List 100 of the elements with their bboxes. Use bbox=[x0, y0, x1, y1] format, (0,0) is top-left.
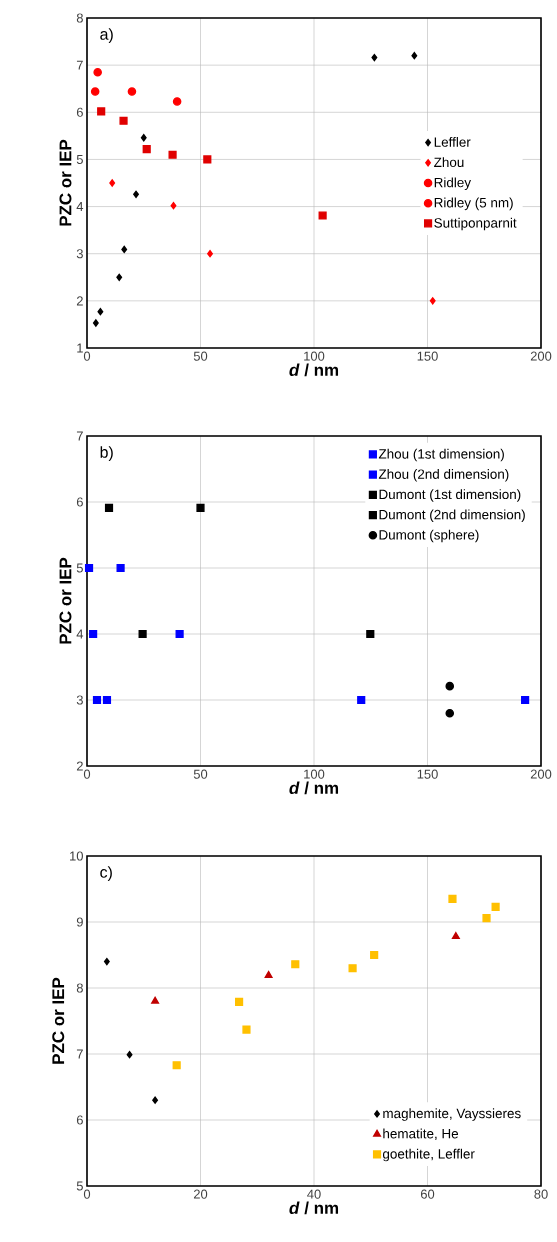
point bbox=[371, 53, 378, 62]
x-tick-label: 100 bbox=[304, 769, 325, 779]
point bbox=[170, 201, 177, 210]
point bbox=[370, 950, 379, 960]
legend-label: Zhou (1st dimension) bbox=[378, 448, 504, 462]
x-axis-title: d / nm bbox=[289, 363, 339, 377]
legend-label: Ridley bbox=[434, 177, 471, 190]
y-tick-label: 4 bbox=[76, 202, 84, 212]
x-tick-label: 150 bbox=[417, 769, 438, 779]
y-tick-label: 6 bbox=[76, 107, 83, 117]
legend-label: hematite, He bbox=[383, 1128, 459, 1141]
point bbox=[116, 273, 123, 281]
x-tick-label: 200 bbox=[530, 769, 552, 779]
point bbox=[90, 87, 100, 96]
point bbox=[242, 1025, 251, 1034]
x-tick-label: 0 bbox=[83, 351, 91, 361]
legend-label: Dumont (1st dimension) bbox=[379, 489, 521, 502]
point bbox=[102, 695, 112, 705]
y-axis-title: PZC or IEP bbox=[59, 557, 72, 644]
x-axis-title: d / nm bbox=[289, 1201, 339, 1215]
legend-label: Leffler bbox=[434, 136, 471, 147]
point bbox=[127, 87, 137, 96]
legend-label: Zhou bbox=[434, 157, 464, 168]
point bbox=[152, 1096, 159, 1104]
point bbox=[196, 503, 205, 513]
point bbox=[109, 179, 116, 187]
x-tick-label: 0 bbox=[83, 1189, 91, 1199]
point bbox=[89, 629, 98, 639]
point bbox=[235, 997, 244, 1006]
point bbox=[142, 144, 151, 154]
point bbox=[92, 319, 99, 327]
y-tick-label: 8 bbox=[76, 13, 83, 23]
x-tick-label: 80 bbox=[534, 1189, 548, 1199]
y-tick-label: 7 bbox=[76, 431, 83, 441]
x-tick-label: 50 bbox=[193, 351, 208, 361]
y-tick-label: 1 bbox=[77, 343, 83, 353]
x-tick-label: 0 bbox=[83, 769, 91, 779]
point bbox=[291, 960, 300, 969]
point bbox=[451, 932, 460, 940]
point bbox=[366, 629, 375, 639]
point bbox=[264, 970, 273, 979]
y-axis-title: PZC or IEP bbox=[52, 977, 65, 1064]
point bbox=[318, 211, 327, 220]
x-tick-label: 200 bbox=[530, 351, 552, 361]
point bbox=[92, 695, 102, 705]
point bbox=[121, 245, 128, 254]
point bbox=[172, 1061, 181, 1070]
point bbox=[104, 503, 114, 513]
y-tick-label: 2 bbox=[76, 761, 83, 771]
point bbox=[97, 107, 106, 116]
y-tick-label: 5 bbox=[76, 563, 83, 573]
legend-label: Ridley (5 nm) bbox=[434, 197, 513, 211]
legend-label: goethite, Leffler bbox=[382, 1148, 475, 1162]
x-tick-label: 20 bbox=[193, 1189, 208, 1199]
point bbox=[429, 297, 436, 305]
y-tick-label: 3 bbox=[76, 249, 83, 259]
legend-label: Dumont (2nd dimension) bbox=[379, 509, 525, 522]
point bbox=[203, 155, 212, 164]
point bbox=[172, 97, 182, 106]
point bbox=[168, 150, 177, 159]
point bbox=[491, 902, 500, 911]
legend-label: Dumont (sphere) bbox=[379, 529, 479, 543]
point bbox=[521, 695, 530, 705]
x-tick-label: 60 bbox=[420, 1189, 435, 1199]
y-tick-label: 5 bbox=[76, 1181, 83, 1191]
point bbox=[138, 629, 147, 639]
point bbox=[175, 629, 184, 639]
x-tick-label: 50 bbox=[193, 769, 208, 779]
point bbox=[116, 563, 125, 573]
point bbox=[126, 1050, 133, 1059]
point bbox=[97, 308, 104, 316]
legend-label: Suttiponparnit bbox=[434, 217, 517, 231]
x-axis-title: d / nm bbox=[289, 781, 339, 795]
point bbox=[84, 563, 94, 573]
y-axis-title: PZC or IEP bbox=[59, 139, 72, 226]
point bbox=[411, 52, 418, 60]
point bbox=[103, 957, 110, 966]
y-tick-label: 10 bbox=[70, 851, 83, 861]
x-tick-label: 40 bbox=[307, 1189, 321, 1199]
point bbox=[93, 67, 102, 77]
point bbox=[348, 964, 357, 973]
legend-label: maghemite, Vayssieres bbox=[383, 1108, 521, 1121]
point bbox=[133, 190, 139, 198]
y-tick-label: 5 bbox=[76, 154, 83, 164]
point bbox=[448, 894, 457, 903]
point bbox=[151, 996, 160, 1004]
point bbox=[445, 681, 455, 691]
legend-label: Zhou (2nd dimension) bbox=[378, 469, 509, 482]
point bbox=[207, 250, 213, 258]
point bbox=[119, 116, 128, 125]
y-tick-label: 6 bbox=[76, 497, 83, 507]
point bbox=[445, 708, 455, 718]
annotation: b) bbox=[100, 446, 113, 461]
y-tick-label: 9 bbox=[76, 917, 83, 927]
point bbox=[482, 913, 491, 923]
y-tick-label: 7 bbox=[76, 1049, 83, 1059]
annotation: c) bbox=[100, 866, 112, 881]
y-tick-label: 2 bbox=[76, 296, 83, 306]
y-tick-label: 6 bbox=[76, 1115, 83, 1125]
y-tick-label: 3 bbox=[76, 695, 83, 705]
